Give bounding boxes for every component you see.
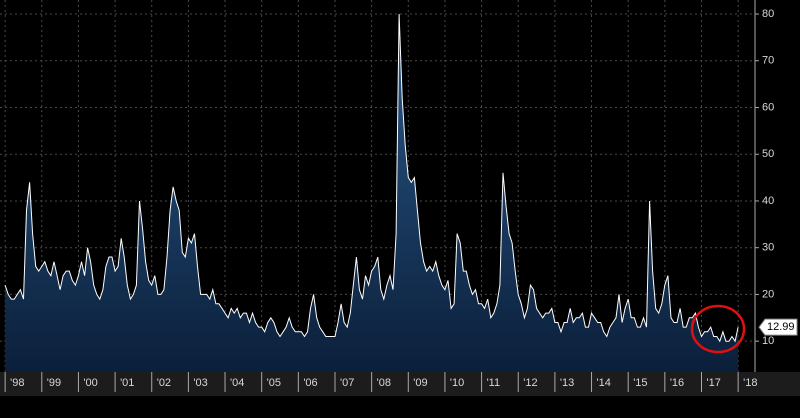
y-tick-label: 20 [762, 288, 774, 300]
y-tick-label: 30 [762, 242, 774, 254]
y-tick-label: 10 [762, 335, 774, 347]
x-tick-label: '02 [157, 377, 171, 389]
x-tick-label: '09 [413, 377, 427, 389]
last-value-box [758, 318, 798, 336]
x-tick-label: '04 [230, 377, 244, 389]
y-tick-label: 60 [762, 101, 774, 113]
x-tick-label: '18 [743, 377, 757, 389]
x-tick-label: '99 [47, 377, 61, 389]
x-tick-label: '16 [670, 377, 684, 389]
y-tick-label: 50 [762, 148, 774, 160]
x-tick-label: '15 [633, 377, 647, 389]
x-tick-label: '06 [303, 377, 317, 389]
x-tick-label: '03 [193, 377, 207, 389]
x-tick-label: '10 [450, 377, 464, 389]
x-tick-label: '14 [597, 377, 611, 389]
x-tick-label: '12 [523, 377, 537, 389]
y-tick-label: 80 [762, 8, 774, 20]
x-tick-label: '98 [10, 377, 24, 389]
x-axis-band [0, 372, 800, 396]
y-tick-label: 70 [762, 55, 774, 67]
area [5, 14, 739, 372]
line [4, 13, 739, 343]
highlight-circle [690, 304, 746, 354]
x-tick-label: '13 [560, 377, 574, 389]
x-tick-label: '05 [267, 377, 281, 389]
x-tick-label: '17 [706, 377, 720, 389]
x-tick-label: '01 [120, 377, 134, 389]
x-tick-label: '07 [340, 377, 354, 389]
axes: 10 20 30 40 50 60 70 80 '98 '99 '00 '01 '02 '03 '04 '05… [4, 0, 798, 392]
x-tick-label: '08 [377, 377, 391, 389]
x-tick-label: '11 [487, 377, 501, 389]
y-tick-label: 40 [762, 195, 774, 207]
plot [4, 13, 739, 372]
last-value-label: 12.99 [767, 321, 795, 333]
x-tick-label: '00 [83, 377, 97, 389]
